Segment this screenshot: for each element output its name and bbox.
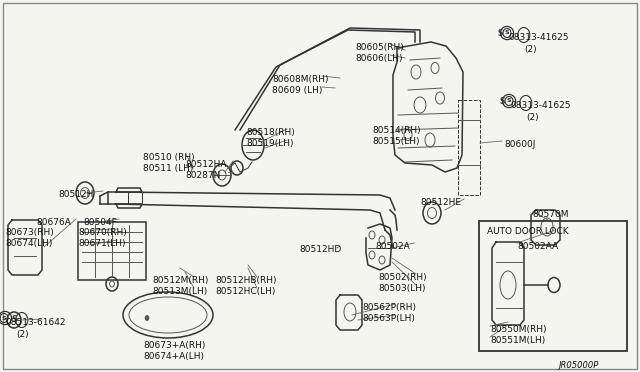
Text: 80502A: 80502A <box>375 242 410 251</box>
Bar <box>128 192 142 204</box>
Text: 80676A: 80676A <box>36 218 71 227</box>
Text: 08313-41625: 08313-41625 <box>508 33 568 42</box>
Text: 80671(LH): 80671(LH) <box>78 239 125 248</box>
Text: S: S <box>505 31 509 35</box>
Text: 08313-41625: 08313-41625 <box>510 101 570 110</box>
Text: 80551M(LH): 80551M(LH) <box>490 336 545 345</box>
Text: 80502AA: 80502AA <box>517 242 558 251</box>
Text: 80518(RH): 80518(RH) <box>246 128 295 137</box>
Text: JR05000P: JR05000P <box>558 361 598 370</box>
Text: 80570M: 80570M <box>532 210 568 219</box>
Text: 80504F: 80504F <box>83 218 116 227</box>
Text: 80600J: 80600J <box>504 140 536 149</box>
Text: 80550M(RH): 80550M(RH) <box>490 325 547 334</box>
Bar <box>458 100 480 195</box>
Text: 80562P(RH): 80562P(RH) <box>362 303 416 312</box>
Text: 08513-61642: 08513-61642 <box>5 318 65 327</box>
Bar <box>78 222 146 280</box>
Text: 80608M(RH): 80608M(RH) <box>272 75 328 84</box>
Text: 80673(RH): 80673(RH) <box>5 228 54 237</box>
Text: S: S <box>0 314 1 323</box>
Text: 80606(LH): 80606(LH) <box>355 54 403 63</box>
Text: S: S <box>11 315 17 324</box>
Text: 80512HE: 80512HE <box>420 198 461 207</box>
Text: 80605(RH): 80605(RH) <box>355 43 404 52</box>
Text: S: S <box>500 96 505 106</box>
Text: (2): (2) <box>526 113 539 122</box>
Text: 80512H: 80512H <box>58 190 93 199</box>
Text: 80512HB(RH): 80512HB(RH) <box>215 276 276 285</box>
Text: 80674(LH): 80674(LH) <box>5 239 52 248</box>
Text: 80563P(LH): 80563P(LH) <box>362 314 415 323</box>
Text: S: S <box>507 99 511 103</box>
Text: 80511 (LH): 80511 (LH) <box>143 164 193 173</box>
Ellipse shape <box>145 315 149 321</box>
Text: 80287N: 80287N <box>185 171 220 180</box>
Text: 80513M(LH): 80513M(LH) <box>152 287 207 296</box>
Text: 80512HC(LH): 80512HC(LH) <box>215 287 275 296</box>
Text: (2): (2) <box>524 45 536 54</box>
Text: S: S <box>498 29 503 38</box>
Text: (2): (2) <box>16 330 29 339</box>
Text: AUTO DOOR LOCK: AUTO DOOR LOCK <box>487 227 568 236</box>
Text: S: S <box>2 315 6 321</box>
Text: 80512HD: 80512HD <box>299 245 341 254</box>
Text: 80512M(RH): 80512M(RH) <box>152 276 209 285</box>
Text: 80515(LH): 80515(LH) <box>372 137 419 146</box>
Text: 80510 (RH): 80510 (RH) <box>143 153 195 162</box>
Text: 80512HA: 80512HA <box>185 160 227 169</box>
Text: 80502(RH): 80502(RH) <box>378 273 427 282</box>
Text: 80674+A(LH): 80674+A(LH) <box>143 352 204 361</box>
Text: 80503(LH): 80503(LH) <box>378 284 426 293</box>
Text: 80514(RH): 80514(RH) <box>372 126 420 135</box>
Text: 80609 (LH): 80609 (LH) <box>272 86 323 95</box>
Text: 80670(RH): 80670(RH) <box>78 228 127 237</box>
Bar <box>479 221 627 351</box>
Text: 80519(LH): 80519(LH) <box>246 139 294 148</box>
Text: 80673+A(RH): 80673+A(RH) <box>143 341 205 350</box>
